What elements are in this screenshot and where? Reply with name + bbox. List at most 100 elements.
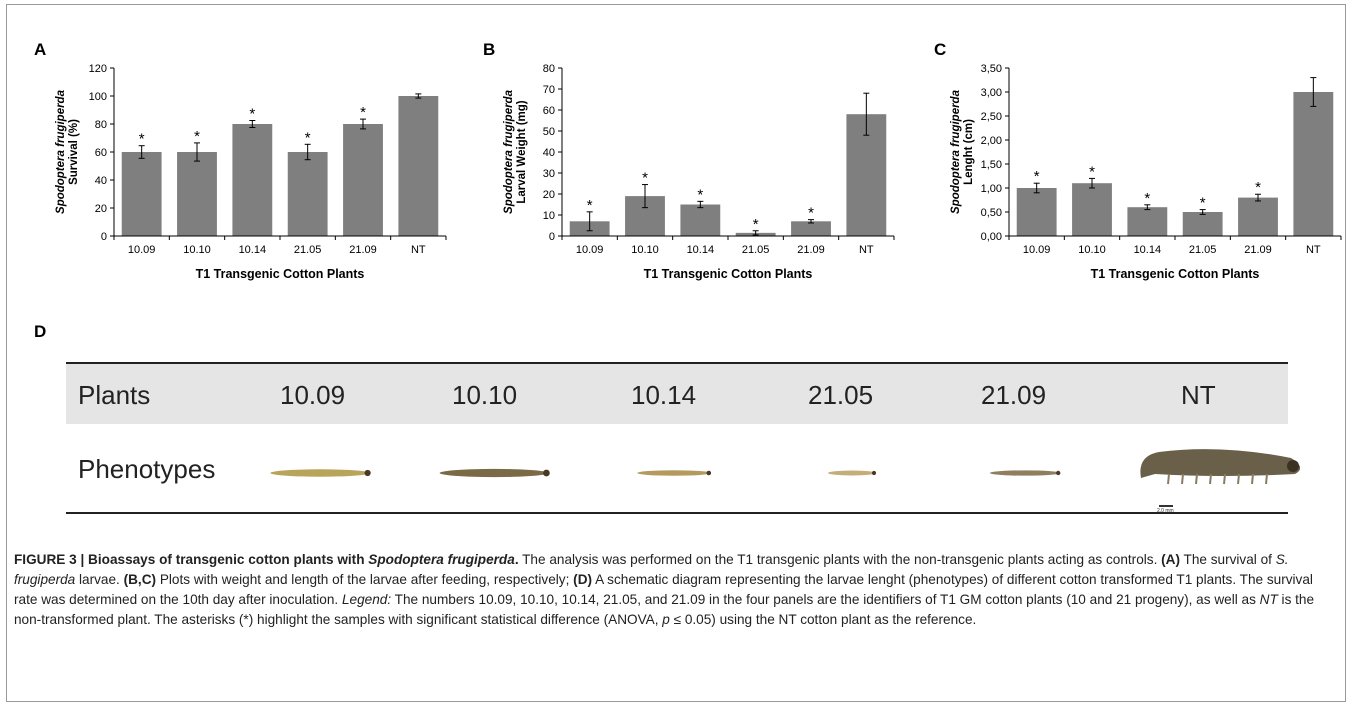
larva-leg xyxy=(1237,473,1240,485)
larva-body xyxy=(637,470,711,476)
x-axis-label: T1 Transgenic Cotton Plants xyxy=(1091,267,1260,281)
y-tick-label: 40 xyxy=(95,175,107,187)
caption-legend-word: Legend: xyxy=(341,592,392,607)
y-tick-label: 70 xyxy=(543,84,555,96)
larva-body xyxy=(439,468,549,478)
y-tick-label: 50 xyxy=(543,126,555,138)
larva-leg xyxy=(1265,473,1268,485)
larva-3 xyxy=(828,470,877,476)
x-axis-label: T1 Transgenic Cotton Plants xyxy=(196,267,365,281)
caption-text-3: larvae. xyxy=(75,572,124,587)
caption-nt: NT xyxy=(1259,592,1278,607)
bar xyxy=(791,221,831,236)
y-tick-label: 100 xyxy=(89,91,107,103)
larva-0 xyxy=(270,469,371,477)
panel-label-d: D xyxy=(34,322,47,341)
larva-body xyxy=(1140,449,1301,478)
table-header-21-09: 21.09 xyxy=(981,380,1047,410)
y-tick-label: 40 xyxy=(543,147,555,159)
y-tick-label: 120 xyxy=(89,63,107,75)
caption-lead-species: Spodoptera frugiperda xyxy=(368,552,515,567)
larva-head xyxy=(706,470,712,476)
larva-leg xyxy=(1195,473,1198,485)
significance-asterisk: * xyxy=(1255,179,1261,196)
x-tick-label: 10.10 xyxy=(631,244,659,256)
caption-text-7: is the non-transformed plant. The asteri… xyxy=(14,592,1315,627)
x-tick-label: 10.14 xyxy=(1134,244,1162,256)
y-tick-label: 60 xyxy=(543,105,555,117)
y-tick-label: 1,50 xyxy=(981,159,1002,171)
x-tick-label: NT xyxy=(1306,244,1321,256)
x-axis-label: T1 Transgenic Cotton Plants xyxy=(644,267,813,281)
larva-4 xyxy=(989,470,1061,476)
x-tick-label: 21.09 xyxy=(349,244,377,256)
significance-asterisk: * xyxy=(1144,190,1150,207)
x-tick-label: 10.14 xyxy=(239,244,267,256)
panel-label-a: A xyxy=(34,40,47,59)
table-header-21-05: 21.05 xyxy=(808,380,874,410)
bar xyxy=(1238,197,1278,236)
x-tick-label: NT xyxy=(411,244,426,256)
bar xyxy=(1127,207,1168,236)
y-tick-label: 80 xyxy=(543,63,555,75)
x-tick-label: 21.09 xyxy=(797,244,825,256)
bar xyxy=(1016,188,1057,236)
table-top-rule xyxy=(66,362,1288,364)
caption-text-1: The analysis was performed on the T1 tra… xyxy=(518,552,1162,567)
caption-species-short: S. frugiperda xyxy=(14,552,1289,587)
significance-asterisk: * xyxy=(697,186,703,203)
larva-head xyxy=(1056,470,1061,476)
scale-bar-label: 2.0 mm xyxy=(1157,508,1174,514)
caption-tag-d: (D) xyxy=(573,572,593,587)
larva-head xyxy=(364,469,371,477)
significance-asterisk: * xyxy=(808,205,814,222)
significance-asterisk: * xyxy=(1200,195,1206,212)
caption-lead: FIGURE 3 | Bioassays of transgenic cotto… xyxy=(14,552,369,567)
y-tick-label: 3,50 xyxy=(981,63,1002,75)
caption-tag-a: (A) xyxy=(1161,552,1180,567)
y-tick-label: 10 xyxy=(543,210,555,222)
larva-body xyxy=(270,469,370,477)
x-tick-label: 10.09 xyxy=(576,244,604,256)
y-tick-label: 0 xyxy=(549,231,555,243)
larva-1 xyxy=(439,468,550,478)
larva-leg xyxy=(1251,473,1254,485)
length-chart: 0,00 0,50 1,00 1,50 2,00 2,50 3,00 3,50 * 10.09 * 1… xyxy=(950,63,1342,281)
x-tick-label: 10.09 xyxy=(1023,244,1051,256)
bar xyxy=(680,204,721,236)
y-tick-label: 30 xyxy=(543,168,555,180)
panel-label-c: C xyxy=(934,40,947,59)
larva-leg xyxy=(1167,473,1170,485)
bar xyxy=(398,96,439,236)
table-header-band xyxy=(66,364,1288,424)
larva-5 xyxy=(1140,449,1301,485)
table-header-10-14: 10.14 xyxy=(631,380,697,410)
significance-asterisk: * xyxy=(1034,168,1040,185)
significance-asterisk: * xyxy=(642,170,648,187)
y-axis-label-species: Spodoptera frugiperda xyxy=(55,89,67,214)
significance-asterisk: * xyxy=(305,129,311,146)
significance-asterisk: * xyxy=(194,128,200,145)
panel-label-b: B xyxy=(483,40,496,59)
bar xyxy=(343,124,383,236)
bar xyxy=(177,152,217,236)
x-tick-label: 10.10 xyxy=(183,244,211,256)
larva-leg xyxy=(1209,473,1212,485)
caption-text-6: The numbers 10.09, 10.10, 10.14, 21.05, … xyxy=(391,592,1260,607)
caption-lead-end: . xyxy=(514,552,519,567)
caption-text-8: ≤ 0.05) using the NT cotton plant as the… xyxy=(669,612,977,627)
x-tick-label: 21.09 xyxy=(1244,244,1272,256)
x-tick-label: 21.05 xyxy=(1189,244,1217,256)
bar xyxy=(121,152,162,236)
larval-weight-chart: 0 10 20 30 40 50 60 70 80 * 10.09 * 10.10 * 10.14 * 21.0… xyxy=(503,63,895,281)
x-tick-label: 10.10 xyxy=(1078,244,1106,256)
table-row-label-phenotypes: Phenotypes xyxy=(78,454,216,484)
y-tick-label: 20 xyxy=(543,189,555,201)
larva-head xyxy=(543,469,550,477)
caption-tag-bc: (B,C) xyxy=(123,572,157,587)
y-tick-label: 0,00 xyxy=(981,231,1002,243)
caption-p: p xyxy=(662,612,670,627)
y-tick-label: 2,50 xyxy=(981,111,1002,123)
x-tick-label: NT xyxy=(859,244,874,256)
significance-asterisk: * xyxy=(360,104,366,121)
